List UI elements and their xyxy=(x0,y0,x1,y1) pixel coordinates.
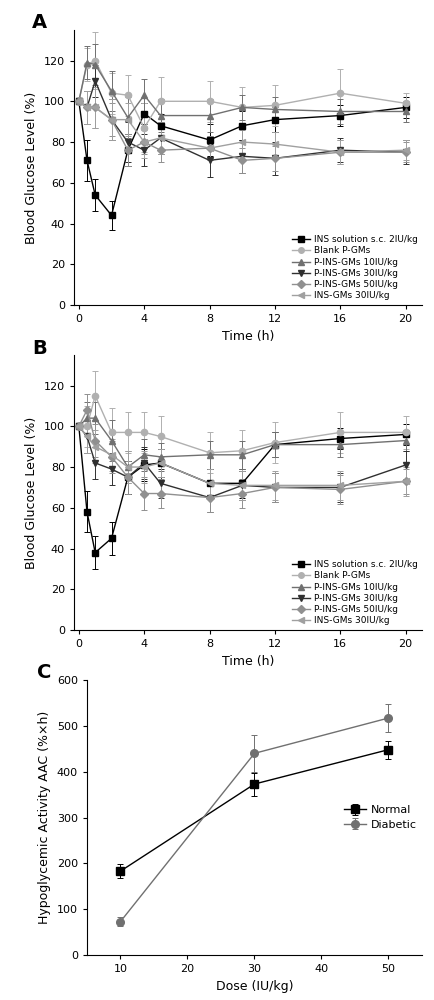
X-axis label: Time (h): Time (h) xyxy=(221,655,273,668)
Y-axis label: Hypoglycemic Activity AAC (%×h): Hypoglycemic Activity AAC (%×h) xyxy=(38,711,51,924)
X-axis label: Dose (IU/kg): Dose (IU/kg) xyxy=(215,980,293,993)
Legend: INS solution s.c. 2IU/kg, Blank P-GMs, P-INS-GMs 10IU/kg, P-INS-GMs 30IU/kg, P-I: INS solution s.c. 2IU/kg, Blank P-GMs, P… xyxy=(291,560,417,625)
X-axis label: Time (h): Time (h) xyxy=(221,330,273,343)
Text: B: B xyxy=(32,338,47,358)
Legend: Normal, Diabetic: Normal, Diabetic xyxy=(343,805,415,830)
Y-axis label: Blood Glucose Level (%): Blood Glucose Level (%) xyxy=(25,91,38,244)
Text: A: A xyxy=(32,13,47,32)
Legend: INS solution s.c. 2IU/kg, Blank P-GMs, P-INS-GMs 10IU/kg, P-INS-GMs 30IU/kg, P-I: INS solution s.c. 2IU/kg, Blank P-GMs, P… xyxy=(291,235,417,300)
Y-axis label: Blood Glucose Level (%): Blood Glucose Level (%) xyxy=(25,416,38,569)
Text: C: C xyxy=(37,664,51,682)
